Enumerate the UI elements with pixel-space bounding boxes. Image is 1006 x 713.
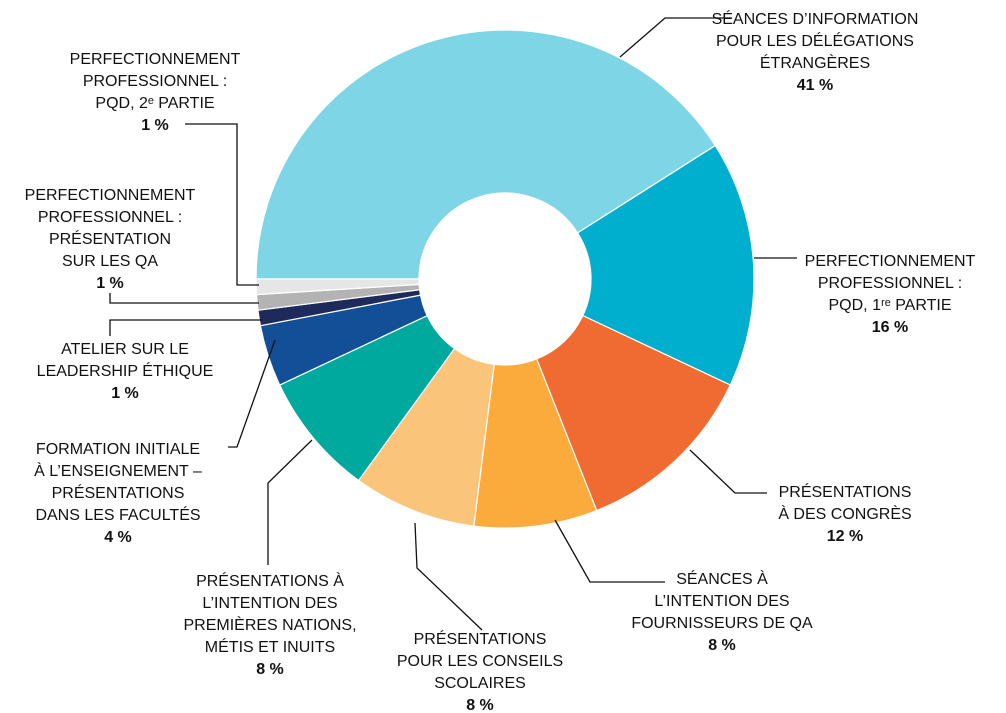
value-label: 8 % <box>708 637 736 654</box>
slice-label: PRÉSENTATION <box>49 229 171 248</box>
value-label: 1 % <box>96 275 124 292</box>
slice-label: PERFECTIONNEMENT <box>70 51 241 68</box>
slice-label: PRÉSENTATIONS À <box>196 571 344 590</box>
slice-label: LEADERSHIP ÉTHIQUE <box>37 361 214 380</box>
slice-label: FOURNISSEURS DE QA <box>631 615 813 632</box>
slice-label: PRÉSENTATIONS <box>414 629 547 648</box>
leader-line <box>228 339 276 448</box>
value-label: 1 % <box>111 385 139 402</box>
leader-line <box>267 439 313 565</box>
slice-label: PROFESSIONNEL : <box>818 275 962 292</box>
slice-label: SCOLAIRES <box>434 675 526 692</box>
slice-label: L’INTENTION DES <box>654 593 789 610</box>
slice-label: PROFESSIONNEL : <box>38 209 182 226</box>
leader-line <box>109 319 262 336</box>
value-label: 8 % <box>256 661 284 678</box>
value-label: 12 % <box>827 528 863 545</box>
slice-label: MÉTIS ET INUITS <box>205 637 335 656</box>
slice-label: PRÉSENTATIONS <box>779 482 912 501</box>
value-label: 8 % <box>466 697 494 713</box>
donut-slice <box>255 278 420 296</box>
value-label: 1 % <box>141 117 169 134</box>
slice-label: POUR LES CONSEILS <box>397 653 563 670</box>
slice-label: ÉTRANGÈRES <box>760 53 870 72</box>
leader-line <box>109 293 259 304</box>
slice-label: SÉANCES À <box>676 569 768 588</box>
slice-label: À DES CONGRÈS <box>778 504 911 523</box>
slice-label: DANS LES FACULTÉS <box>35 505 200 524</box>
slice-label: PQD, 1ʳᵉ PARTIE <box>829 297 952 314</box>
leader-line <box>185 123 259 286</box>
slice-label: À L’ENSEIGNEMENT – <box>34 461 202 480</box>
leader-line <box>554 519 665 583</box>
value-label: 4 % <box>104 529 132 546</box>
slice-label: FORMATION INITIALE <box>36 441 200 458</box>
donut-slice <box>255 29 717 280</box>
slice-label: SÉANCES D’INFORMATION <box>712 9 919 28</box>
leader-line <box>689 449 767 494</box>
donut-slice <box>576 144 755 386</box>
donut-slice <box>535 314 732 512</box>
slice-label: PROFESSIONNEL : <box>83 73 227 90</box>
slice-label: PERFECTIONNEMENT <box>805 253 976 270</box>
slice-label: POUR LES DÉLÉGATIONS <box>716 31 914 50</box>
slice-label: PQD, 2ᵉ PARTIE <box>95 95 214 112</box>
value-label: 41 % <box>797 77 833 94</box>
slice-label: PRÉSENTATIONS <box>52 483 185 502</box>
slice-label: SUR LES QA <box>62 253 158 270</box>
leader-line <box>414 522 483 631</box>
slice-label: PREMIÈRES NATIONS, <box>183 615 356 634</box>
leader-line <box>619 17 732 58</box>
slice-label: L’INTENTION DES <box>202 595 337 612</box>
slice-label: PERFECTIONNEMENT <box>25 187 196 204</box>
value-label: 16 % <box>872 319 908 336</box>
slice-label: ATELIER SUR LE <box>61 341 189 358</box>
